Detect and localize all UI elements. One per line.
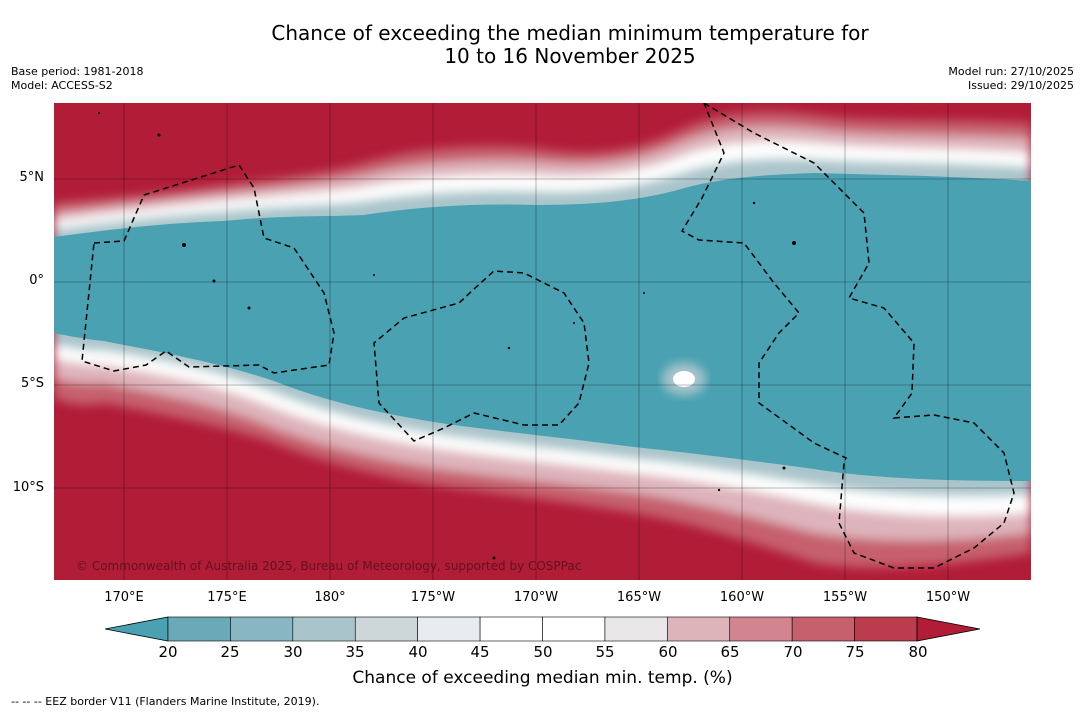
lon-label-170e: 170°E: [104, 590, 144, 605]
lon-label-180: 180°: [314, 590, 346, 605]
gridlines: [54, 103, 1031, 580]
chart-title: Chance of exceeding the median minimum t…: [0, 22, 1085, 68]
lon-label-150w: 150°W: [925, 590, 971, 605]
colorbar-tick: 60: [658, 643, 678, 661]
colorbar-tick: 55: [595, 643, 615, 661]
islands: [98, 112, 796, 560]
warm-anomaly-spot-core: [673, 371, 695, 387]
lat-label-10s: 10°S: [12, 480, 44, 495]
lon-label-170w: 170°W: [513, 590, 559, 605]
meta-right: Model run: 27/10/2025 Issued: 29/10/2025: [948, 65, 1074, 93]
colorbar-tick: 45: [470, 643, 490, 661]
lat-label-0: 0°: [29, 273, 44, 288]
base-period: Base period: 1981-2018: [11, 65, 144, 78]
copyright-text: © Commonwealth of Australia 2025, Bureau…: [76, 559, 581, 573]
colorbar-segment: [230, 616, 294, 642]
colorbar-segment: [854, 616, 918, 642]
colorbar-tick: 25: [220, 643, 240, 661]
colorbar-tick: 35: [345, 643, 365, 661]
lon-label-155w: 155°W: [822, 590, 868, 605]
lon-label-175w: 175°W: [410, 590, 456, 605]
chart-title-line1: Chance of exceeding the median minimum t…: [271, 21, 869, 45]
lat-label-5n: 5°N: [19, 170, 45, 185]
eez-borders: [81, 103, 1015, 569]
colorbar-segment: [604, 616, 668, 642]
colorbar-segment: [417, 616, 481, 642]
colorbar-segment: [479, 616, 543, 642]
colorbar-tick: 75: [845, 643, 865, 661]
colorbar-segment: [729, 616, 793, 642]
colorbar-tick: 65: [720, 643, 740, 661]
colorbar-segment: [667, 616, 731, 642]
colorbar-extension-high: [916, 616, 980, 642]
colorbar-tick: 30: [283, 643, 303, 661]
colorbar-tick: 20: [158, 643, 178, 661]
colorbar-segment: [791, 616, 855, 642]
model-run: Model run: 27/10/2025: [948, 65, 1074, 78]
probability-map: © Commonwealth of Australia 2025, Bureau…: [54, 103, 1031, 580]
model-name: Model: ACCESS-S2: [11, 79, 113, 92]
colorbar-tick: 50: [533, 643, 553, 661]
lat-label-5s: 5°S: [20, 376, 44, 391]
meta-left: Base period: 1981-2018 Model: ACCESS-S2: [11, 65, 143, 93]
colorbar-tick: 70: [783, 643, 803, 661]
colorbar-segment: [292, 616, 356, 642]
colorbar-segment: [167, 616, 231, 642]
low-probability-core: [54, 173, 1031, 481]
colorbar: [105, 616, 980, 642]
colorbar-tick: 80: [908, 643, 928, 661]
eez-footnote: -- -- -- EEZ border V11 (Flanders Marine…: [11, 695, 320, 708]
colorbar-extension-low: [105, 616, 169, 642]
colorbar-segment: [542, 616, 606, 642]
issued-date: Issued: 29/10/2025: [967, 79, 1074, 92]
colorbar-segment: [354, 616, 418, 642]
colorbar-title: Chance of exceeding median min. temp. (%…: [352, 668, 733, 688]
chart-title-line2: 10 to 16 November 2025: [444, 44, 696, 68]
colorbar-segments: [105, 616, 980, 642]
lon-label-165w: 165°W: [616, 590, 662, 605]
lon-label-175e: 175°E: [207, 590, 247, 605]
lon-label-160w: 160°W: [719, 590, 765, 605]
colorbar-tick: 40: [408, 643, 428, 661]
